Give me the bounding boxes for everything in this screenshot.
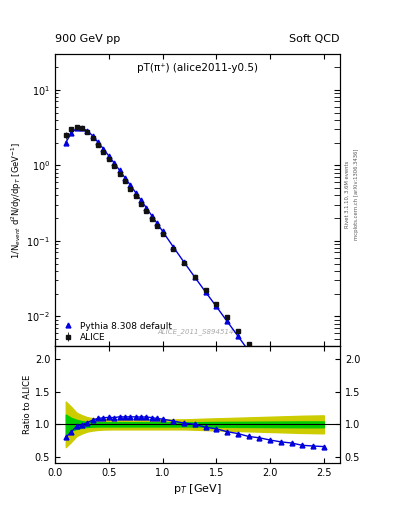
Pythia 8.308 default (214, 304, 219, 310)
Pythia 8.308 default (155, 220, 160, 226)
Pythia 8.308 default (257, 361, 262, 368)
Pythia 8.308 default (311, 420, 316, 426)
Pythia 8.308 default (79, 125, 84, 132)
Pythia 8.308 default (133, 189, 138, 196)
X-axis label: p$_{T}$ [GeV]: p$_{T}$ [GeV] (173, 482, 222, 497)
Y-axis label: Ratio to ALICE: Ratio to ALICE (23, 375, 32, 435)
Text: mcplots.cern.ch [arXiv:1306.3436]: mcplots.cern.ch [arXiv:1306.3436] (354, 149, 359, 240)
Pythia 8.308 default (203, 289, 208, 295)
Pythia 8.308 default (246, 348, 251, 354)
Text: Soft QCD: Soft QCD (290, 33, 340, 44)
Pythia 8.308 default (171, 244, 176, 250)
Pythia 8.308 default (95, 139, 100, 145)
Pythia 8.308 default (128, 182, 133, 188)
Pythia 8.308 default (112, 160, 116, 166)
Pythia 8.308 default (321, 434, 326, 440)
Text: pT(π⁺) (alice2011-y0.5): pT(π⁺) (alice2011-y0.5) (137, 62, 258, 73)
Y-axis label: 1/N$_{event}$ d$^2$N/dy/dp$_T$ [GeV$^{-1}$]: 1/N$_{event}$ d$^2$N/dy/dp$_T$ [GeV$^{-1… (9, 141, 24, 259)
Pythia 8.308 default (279, 390, 283, 396)
Pythia 8.308 default (144, 205, 149, 211)
Pythia 8.308 default (74, 125, 79, 131)
Pythia 8.308 default (289, 404, 294, 411)
Pythia 8.308 default (90, 133, 95, 139)
Pythia 8.308 default (193, 274, 197, 280)
Pythia 8.308 default (107, 153, 111, 159)
Pythia 8.308 default (225, 318, 230, 324)
Pythia 8.308 default (139, 197, 143, 203)
Pythia 8.308 default (63, 139, 68, 145)
Pythia 8.308 default (300, 419, 305, 425)
Legend: Pythia 8.308 default, ALICE: Pythia 8.308 default, ALICE (58, 320, 174, 344)
Pythia 8.308 default (117, 167, 122, 173)
Line: Pythia 8.308 default: Pythia 8.308 default (63, 126, 326, 440)
Pythia 8.308 default (85, 127, 90, 134)
Pythia 8.308 default (160, 228, 165, 234)
Pythia 8.308 default (123, 175, 127, 181)
Text: 900 GeV pp: 900 GeV pp (55, 33, 120, 44)
Text: Rivet 3.1.10, 3.6M events: Rivet 3.1.10, 3.6M events (345, 161, 350, 228)
Text: ALICE_2011_S8945144: ALICE_2011_S8945144 (157, 328, 238, 335)
Pythia 8.308 default (69, 130, 73, 136)
Pythia 8.308 default (149, 212, 154, 219)
Pythia 8.308 default (235, 333, 240, 339)
Pythia 8.308 default (268, 376, 272, 382)
Pythia 8.308 default (101, 146, 106, 152)
Pythia 8.308 default (182, 259, 186, 265)
